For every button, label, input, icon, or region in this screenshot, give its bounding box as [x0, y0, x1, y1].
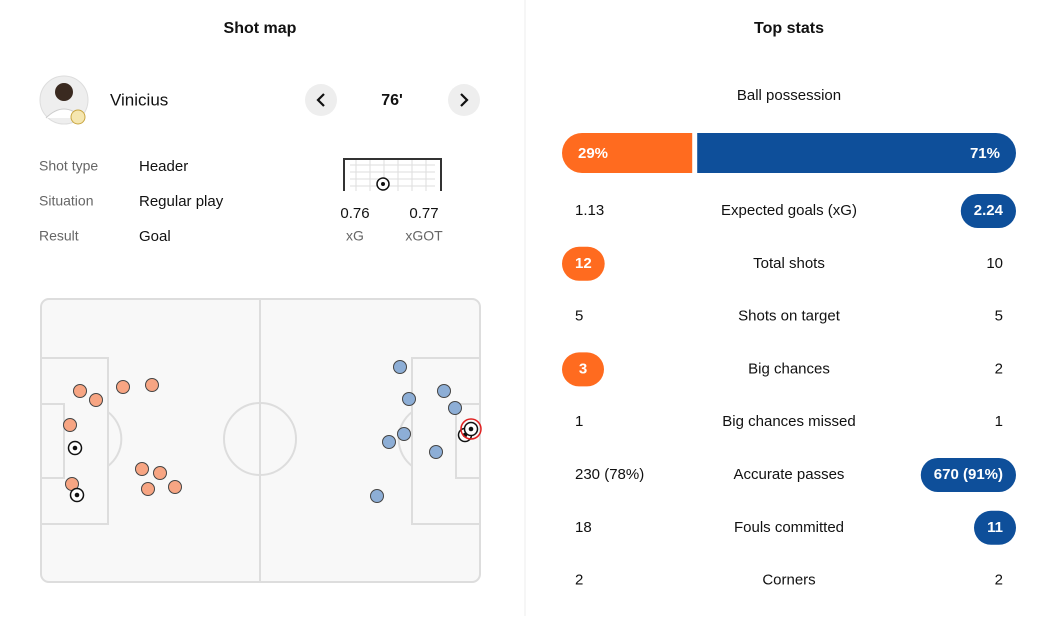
- stat-home: 2: [575, 572, 583, 589]
- stat-away: 11: [987, 519, 1003, 536]
- shot[interactable]: [135, 462, 149, 476]
- top-stats-title: Top stats: [754, 20, 824, 37]
- shot[interactable]: [429, 445, 443, 459]
- shot[interactable]: [437, 384, 451, 398]
- prev-shot-button[interactable]: [305, 84, 337, 116]
- ball-center: [74, 492, 80, 498]
- stat-highlight: [974, 510, 1016, 545]
- next-icon: [460, 93, 469, 107]
- shot[interactable]: [402, 392, 416, 406]
- shot-metrics: 0.76 xG 0.77 xGOT: [340, 205, 443, 244]
- shot[interactable]: [63, 418, 77, 432]
- detail-value: Goal: [139, 228, 171, 245]
- stat-highlight: [562, 246, 605, 281]
- metric-value: 0.77: [409, 205, 438, 222]
- stat-away: 5: [995, 308, 1003, 325]
- stat-name: Accurate passes: [734, 466, 845, 483]
- shot[interactable]: [89, 393, 103, 407]
- detail-label: Situation: [39, 193, 93, 209]
- stat-home: 1: [575, 413, 583, 430]
- shot[interactable]: [168, 480, 182, 494]
- shot[interactable]: [116, 380, 130, 394]
- next-shot-button[interactable]: [448, 84, 480, 116]
- stat-name: Expected goals (xG): [721, 202, 857, 219]
- metric-label: xG: [346, 228, 364, 244]
- stat-away: 1: [995, 413, 1003, 430]
- stat-home: 230 (78%): [575, 466, 644, 483]
- detail-value: Header: [139, 158, 188, 175]
- pitch: [40, 298, 481, 583]
- detail-value: Regular play: [139, 193, 224, 210]
- stat-highlight: [960, 194, 1016, 228]
- stat-highlight: [920, 458, 1016, 492]
- metric-value: 0.76: [340, 205, 369, 222]
- stat-name: Big chances: [748, 360, 830, 377]
- possession-home-label: 29%: [578, 145, 608, 162]
- possession-away: [697, 133, 1016, 173]
- shot[interactable]: [382, 435, 396, 449]
- stat-away: 670 (91%): [934, 466, 1003, 483]
- detail-label: Result: [39, 228, 79, 244]
- stat-home: 1.13: [575, 202, 604, 219]
- stat-home: 12: [575, 255, 592, 272]
- shot-map-title: Shot map: [224, 20, 297, 37]
- stat-name: Big chances missed: [722, 413, 855, 430]
- club-badge: [70, 109, 86, 125]
- shot[interactable]: [141, 482, 155, 496]
- ball-center: [72, 445, 78, 451]
- stat-away: 2.24: [974, 202, 1004, 219]
- ball-center: [468, 426, 474, 432]
- possession-label: Ball possession: [737, 87, 841, 104]
- shot-details: Shot type Header Situation Regular play Resu…: [39, 158, 224, 245]
- stats: 29% 71% Expected goals (xG) 1.13 2.24 Total s…: [562, 133, 1016, 589]
- possession-away-label: 71%: [970, 145, 1000, 162]
- stat-name: Fouls committed: [734, 519, 844, 536]
- shot[interactable]: [370, 489, 384, 503]
- selected-ring: [460, 418, 482, 440]
- avatar-head: [55, 83, 73, 101]
- stat-away: 2: [995, 360, 1003, 377]
- shot[interactable]: [153, 466, 167, 480]
- shot-minute: 76': [381, 92, 403, 109]
- stat-name: Corners: [762, 572, 815, 589]
- shot[interactable]: [145, 378, 159, 392]
- stat-home: 18: [575, 519, 592, 536]
- stat-highlight: [562, 352, 604, 387]
- shot[interactable]: [73, 384, 87, 398]
- shot[interactable]: [448, 401, 462, 415]
- stat-away: 10: [986, 255, 1003, 272]
- shot[interactable]: [397, 427, 411, 441]
- shots: [63, 360, 482, 503]
- stat-home: 3: [579, 360, 587, 377]
- shot[interactable]: [393, 360, 407, 374]
- metric-label: xGOT: [405, 228, 443, 244]
- stat-name: Total shots: [753, 255, 825, 272]
- stat-name: Shots on target: [738, 308, 841, 325]
- goal-icon: [343, 158, 442, 191]
- stat-away: 2: [995, 572, 1003, 589]
- stat-home: 5: [575, 308, 583, 325]
- detail-label: Shot type: [39, 158, 98, 174]
- prev-icon: [316, 93, 325, 107]
- possession-home: [562, 133, 693, 173]
- player-name: Vinicius: [110, 90, 168, 109]
